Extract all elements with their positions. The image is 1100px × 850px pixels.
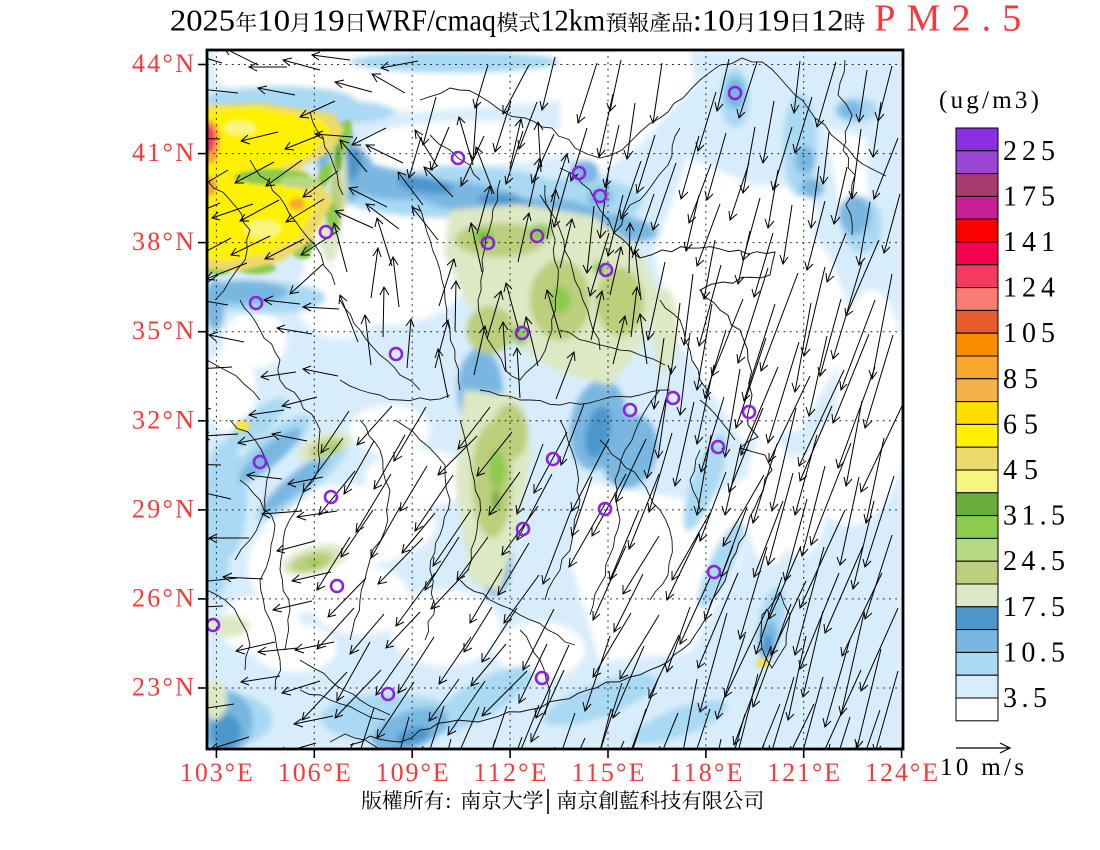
svg-text:12km: 12km: [540, 3, 605, 38]
svg-text:44°N: 44°N: [132, 49, 194, 78]
svg-text:41°N: 41°N: [132, 138, 194, 167]
svg-text:3.5: 3.5: [1003, 683, 1047, 714]
svg-text:118°E: 118°E: [669, 758, 742, 787]
svg-text:10.5: 10.5: [1003, 637, 1065, 668]
svg-text::: :: [445, 788, 451, 813]
svg-text:124°E: 124°E: [865, 758, 938, 787]
svg-text:105: 105: [1003, 318, 1055, 349]
svg-text:175: 175: [1003, 181, 1055, 212]
svg-text:WRF/cmaq: WRF/cmaq: [366, 3, 496, 38]
svg-text:124: 124: [1003, 273, 1055, 304]
svg-text:19: 19: [312, 3, 345, 38]
svg-text:2025: 2025: [170, 3, 235, 38]
svg-text:10: 10: [257, 3, 290, 38]
svg-text:106°E: 106°E: [278, 758, 351, 787]
svg-text:24.5: 24.5: [1003, 546, 1065, 577]
svg-text:121°E: 121°E: [767, 758, 840, 787]
svg-text:225: 225: [1003, 136, 1055, 167]
svg-text:17.5: 17.5: [1003, 592, 1065, 623]
svg-text:19: 19: [756, 3, 789, 38]
svg-text:141: 141: [1003, 227, 1055, 258]
svg-text:112°E: 112°E: [474, 758, 547, 787]
svg-text::: :: [693, 3, 702, 38]
svg-text:23°N: 23°N: [132, 673, 194, 702]
svg-text:26°N: 26°N: [132, 583, 194, 612]
svg-text:103°E: 103°E: [180, 758, 253, 787]
svg-text:115°E: 115°E: [572, 758, 645, 787]
svg-text:29°N: 29°N: [132, 494, 194, 523]
svg-text:32°N: 32°N: [132, 405, 194, 434]
svg-text:12: 12: [811, 3, 844, 38]
svg-text:109°E: 109°E: [376, 758, 449, 787]
svg-text:31.5: 31.5: [1003, 501, 1065, 532]
svg-text:35°N: 35°N: [132, 316, 194, 345]
svg-text:38°N: 38°N: [132, 227, 194, 256]
svg-text:10: 10: [702, 3, 735, 38]
